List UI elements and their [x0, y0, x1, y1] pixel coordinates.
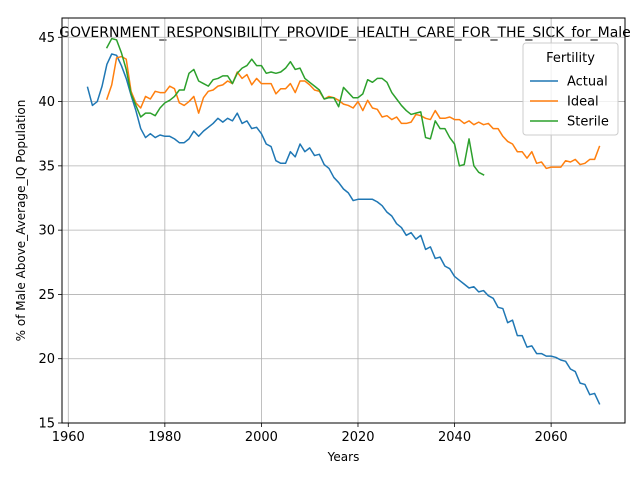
- y-tick-label: 45: [38, 31, 55, 46]
- x-tick-label: 1980: [148, 430, 181, 445]
- y-tick-label: 20: [38, 352, 55, 367]
- legend-label-ideal: Ideal: [567, 95, 599, 110]
- x-tick-label: 2020: [341, 430, 374, 445]
- x-axis: 1960 1980 2000 2020 2040 2060: [52, 423, 568, 445]
- legend-label-sterile: Sterile: [567, 115, 609, 130]
- series-line-sterile: [105, 37, 485, 176]
- y-axis-label: % of Male Above_Average_IQ Population: [14, 100, 28, 342]
- legend-title: Fertility: [546, 51, 595, 66]
- grid-lines: [62, 18, 625, 424]
- x-axis-label: Years: [327, 450, 360, 464]
- x-tick-label: 2060: [535, 430, 568, 445]
- y-tick-label: 30: [38, 224, 55, 239]
- legend-box: [522, 42, 619, 136]
- series-line-actual: [86, 53, 601, 405]
- x-tick-label: 2040: [438, 430, 471, 445]
- chart-title: GOVERNMENT_RESPONSIBILITY_PROVIDE_HEALTH…: [59, 25, 631, 41]
- series-line-ideal: [105, 55, 601, 170]
- plot-frame: [61, 17, 626, 424]
- series-lines: [86, 37, 601, 405]
- legend-label-actual: Actual: [567, 75, 608, 90]
- y-tick-label: 35: [38, 159, 55, 174]
- y-tick-label: 25: [38, 288, 55, 303]
- y-tick-label: 40: [38, 95, 55, 110]
- y-tick-label: 15: [38, 417, 55, 432]
- y-axis: 15 20 25 30 35 40 45: [38, 31, 62, 432]
- x-tick-label: 1960: [52, 430, 85, 445]
- legend: Fertility Actual Ideal Sterile: [522, 42, 619, 136]
- x-tick-label: 2000: [245, 430, 278, 445]
